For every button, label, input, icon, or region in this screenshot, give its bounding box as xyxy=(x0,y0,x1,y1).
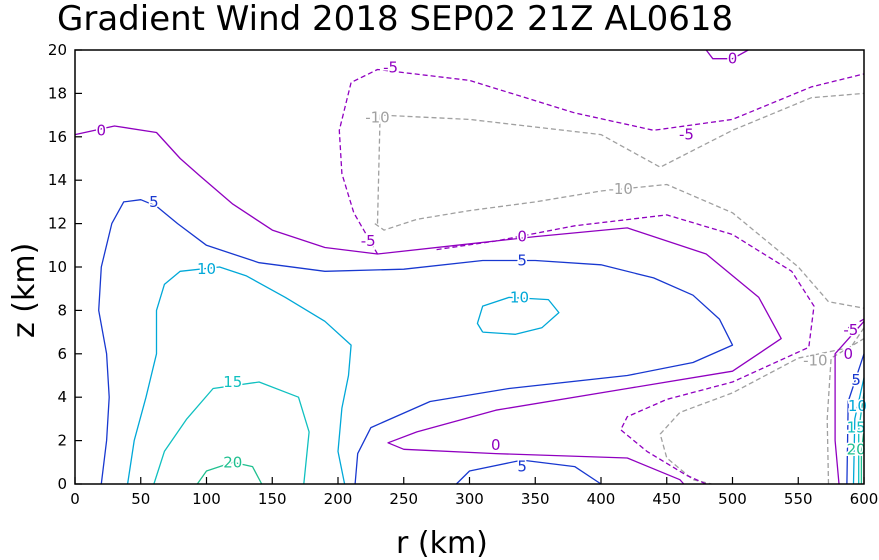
contour-label: 20 xyxy=(847,440,866,458)
y-tick-label: 12 xyxy=(48,215,67,233)
contour-line-0 xyxy=(374,183,865,309)
contour-label: 5 xyxy=(517,251,527,269)
axis-ticks: 0 50 100 150 200 250 300 350 400 450 500 550 6000246… xyxy=(48,41,878,508)
x-axis-label: r (km) xyxy=(396,526,488,560)
contour-line-4 xyxy=(436,214,815,485)
contour-line-8 xyxy=(705,49,749,60)
contour-label: 0 xyxy=(843,345,853,363)
contour-label: 0 xyxy=(97,121,107,139)
contour-label: -10 xyxy=(608,180,633,198)
contour-line-3 xyxy=(826,338,865,485)
contour-label: 15 xyxy=(847,419,866,437)
contour-label: 0 xyxy=(728,50,738,68)
contour-label: -10 xyxy=(365,108,390,126)
contour-line-13 xyxy=(126,266,352,485)
contour-label: 20 xyxy=(223,453,242,471)
y-tick-label: 20 xyxy=(48,41,67,59)
contour-label: 10 xyxy=(197,260,216,278)
x-tick-label: 250 xyxy=(389,490,418,508)
x-tick-label: 350 xyxy=(521,490,550,508)
contour-label: -5 xyxy=(383,58,398,76)
contour-line-18 xyxy=(196,461,263,485)
contour-label: 0 xyxy=(491,436,501,454)
y-axis-label: z (km) xyxy=(7,243,42,338)
x-tick-label: 300 xyxy=(455,490,484,508)
contour-label: -10 xyxy=(803,351,828,369)
y-tick-label: 14 xyxy=(48,171,67,189)
contour-label: 10 xyxy=(848,397,867,415)
contour-line-17 xyxy=(858,392,865,484)
contour-label: 10 xyxy=(510,288,529,306)
contour-line-9 xyxy=(834,320,865,485)
y-tick-label: 16 xyxy=(48,128,67,146)
contour-line-12 xyxy=(846,353,865,485)
contour-line-14 xyxy=(476,296,560,335)
contour-line-5 xyxy=(338,68,865,255)
x-tick-label: 600 xyxy=(850,490,879,508)
y-tick-label: 10 xyxy=(48,258,67,276)
contour-line-11 xyxy=(455,459,602,485)
x-tick-label: 450 xyxy=(652,490,681,508)
x-tick-label: 550 xyxy=(784,490,813,508)
contour-line-2 xyxy=(659,327,865,485)
contour-line-19 xyxy=(860,429,865,484)
contour-line-6 xyxy=(847,318,865,329)
contour-label: -5 xyxy=(843,321,858,339)
contour-label: -5 xyxy=(361,232,376,250)
y-tick-label: 8 xyxy=(57,301,67,319)
y-tick-label: 2 xyxy=(57,432,67,450)
contour-label: 5 xyxy=(149,193,159,211)
contour-line-1 xyxy=(376,92,865,224)
contour-label: -5 xyxy=(679,126,694,144)
x-tick-label: 0 xyxy=(70,490,80,508)
y-tick-label: 6 xyxy=(57,345,67,363)
x-tick-label: 100 xyxy=(192,490,221,508)
contour-label: 15 xyxy=(223,373,242,391)
x-tick-label: 500 xyxy=(718,490,747,508)
contour-line-7 xyxy=(74,125,782,485)
plot-frame xyxy=(74,49,865,485)
y-tick-label: 4 xyxy=(57,388,67,406)
y-tick-label: 0 xyxy=(57,475,67,493)
chart-title: Gradient Wind 2018 SEP02 21Z AL0618 xyxy=(57,0,733,39)
contour-line-15 xyxy=(852,377,865,485)
contour-lines xyxy=(74,49,865,485)
x-tick-label: 400 xyxy=(587,490,616,508)
contour-line-16 xyxy=(153,381,310,485)
contour-label: 5 xyxy=(851,371,861,389)
contour-line-10 xyxy=(98,199,734,485)
x-tick-label: 150 xyxy=(258,490,287,508)
contour-label: 0 xyxy=(517,228,527,246)
x-tick-label: 200 xyxy=(324,490,353,508)
contour-label: 5 xyxy=(517,458,527,476)
x-tick-label: 50 xyxy=(131,490,150,508)
y-tick-label: 18 xyxy=(48,84,67,102)
